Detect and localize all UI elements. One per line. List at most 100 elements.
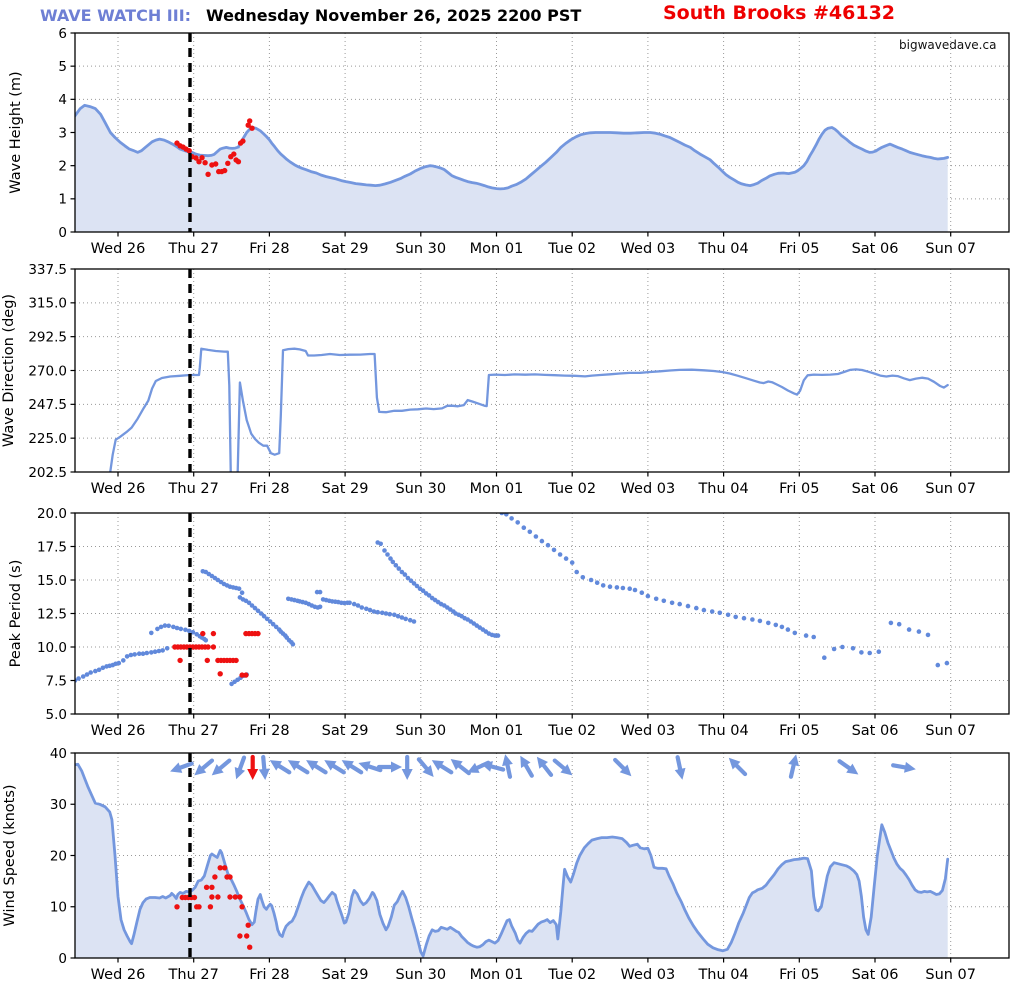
peak-period-panel: Wed 26 Thu 27 Fri 28 Sat 29 Sun 30 Mon 01 Tue … <box>8 506 1010 739</box>
x-tick-label: Fri 28 <box>249 481 289 497</box>
forecast-dot <box>822 655 827 660</box>
forecast-dot <box>639 590 645 595</box>
forecast-dot <box>149 650 154 655</box>
x-tick-label: Thu 04 <box>697 481 748 497</box>
forecast-dot <box>925 632 931 638</box>
x-tick-label: Thu 27 <box>168 967 219 983</box>
x-tick-label: Thu 04 <box>697 967 748 983</box>
observation-dot <box>243 672 249 678</box>
wind-arrow-icon <box>416 757 434 777</box>
forecast-dot <box>944 660 950 666</box>
wave-height-forecast-line <box>75 103 950 191</box>
wind-arrow-icon <box>287 760 310 775</box>
forecast-dot <box>364 606 369 612</box>
forecast-dot <box>378 541 384 547</box>
x-tick-label: Tue 02 <box>547 967 596 983</box>
forecast-dot <box>273 624 279 630</box>
observation-dot <box>249 125 255 131</box>
forecast-dot <box>551 547 557 553</box>
forecast-dot <box>694 605 699 611</box>
y-tick-label: 292.5 <box>28 329 67 345</box>
forecast-dot <box>317 589 323 595</box>
y-tick-label: 225.0 <box>28 431 67 447</box>
y-tick-label: 10 <box>50 900 67 916</box>
x-tick-label: Fri 05 <box>779 241 819 257</box>
observation-dot <box>244 933 250 939</box>
x-tick-label: Sat 29 <box>322 481 369 497</box>
x-tick-labels: Wed 26 Thu 27 Fri 28 Sat 29 Sun 30 Mon 01 Tue … <box>91 241 976 257</box>
y-tick-label: 2 <box>58 158 67 174</box>
wind-arrow-observed-icon <box>247 754 259 780</box>
forecast-dot <box>347 600 352 606</box>
observation-dot <box>191 894 198 901</box>
gridlines <box>75 269 1009 472</box>
wind-arrow-icon <box>450 758 471 776</box>
watermark-text: bigwavedave.ca <box>899 38 997 52</box>
y-tick-labels: 0 1 2 3 4 5 6 <box>58 26 67 241</box>
y-tick-label: 30 <box>50 797 67 813</box>
forecast-dot <box>876 649 882 654</box>
forecast-dot <box>236 586 242 591</box>
observation-dot <box>217 865 223 871</box>
forecast-dot <box>757 618 763 624</box>
forecast-dot <box>574 569 579 575</box>
x-tick-label: Sun 30 <box>395 967 446 983</box>
forecast-dot <box>190 630 196 635</box>
forecast-dot <box>527 529 533 535</box>
forecast-dot <box>867 650 872 656</box>
forecast-dot <box>203 638 209 643</box>
x-tick-label: Thu 27 <box>168 723 219 739</box>
forecast-dot <box>390 559 396 565</box>
x-tick-label: Sun 07 <box>925 241 976 257</box>
forecast-dot <box>124 654 130 659</box>
x-tick-label: Mon 01 <box>470 967 524 983</box>
x-tick-label: Sat 06 <box>852 723 899 739</box>
axis-ticks <box>70 512 952 719</box>
forecast-dot <box>399 569 405 575</box>
forecast-dot <box>850 646 856 651</box>
observation-dot <box>203 884 210 890</box>
forecast-dot <box>164 646 170 651</box>
forecast-dot <box>88 670 93 675</box>
forecast-dot <box>779 624 785 630</box>
observation-dot <box>207 904 214 910</box>
forecast-dot <box>252 605 258 611</box>
x-tick-label: Sat 06 <box>852 241 899 257</box>
forecast-dot <box>392 612 397 618</box>
axis-ticks <box>70 752 952 963</box>
observation-dot <box>199 155 205 161</box>
wind-arrow-icon <box>401 754 413 780</box>
x-tick-labels: Wed 26 Thu 27 Fri 28 Sat 29 Sun 30 Mon 01 Tue … <box>91 481 976 497</box>
wind-arrow-icon <box>341 760 364 775</box>
forecast-dot <box>627 586 632 591</box>
wind-arrow-icon <box>502 754 513 779</box>
forecast-dot <box>407 617 413 623</box>
observation-dot <box>255 630 261 637</box>
x-tick-label: Tue 02 <box>547 723 596 739</box>
forecast-dot <box>896 621 902 627</box>
forecast-dot <box>521 525 527 530</box>
observation-dot <box>210 630 217 637</box>
y-tick-label: 5.0 <box>46 707 67 723</box>
forecast-dot <box>155 626 160 632</box>
y-tick-labels: 202.5 225.0 247.5 270.0 292.5 315.0 337.5 <box>28 262 67 481</box>
forecast-dot <box>916 629 922 634</box>
forecast-dot <box>379 610 385 616</box>
observation-dot <box>225 160 231 166</box>
forecast-dot <box>600 583 606 588</box>
forecast-dot <box>246 600 252 606</box>
wind-arrow-icon <box>306 760 328 775</box>
x-tick-label: Tue 02 <box>547 241 596 257</box>
forecast-dot <box>270 621 276 627</box>
x-tick-label: Wed 03 <box>621 967 676 983</box>
x-tick-label: Tue 02 <box>547 481 596 497</box>
y-tick-label: 247.5 <box>28 397 67 413</box>
y-tick-label: 4 <box>58 92 67 108</box>
y-tick-label: 40 <box>50 746 67 762</box>
observation-dot <box>240 138 246 144</box>
wind-speed-observations <box>174 865 253 950</box>
observation-dot <box>200 630 206 637</box>
y-tick-label: 17.5 <box>37 539 67 555</box>
observation-dot <box>193 155 199 161</box>
